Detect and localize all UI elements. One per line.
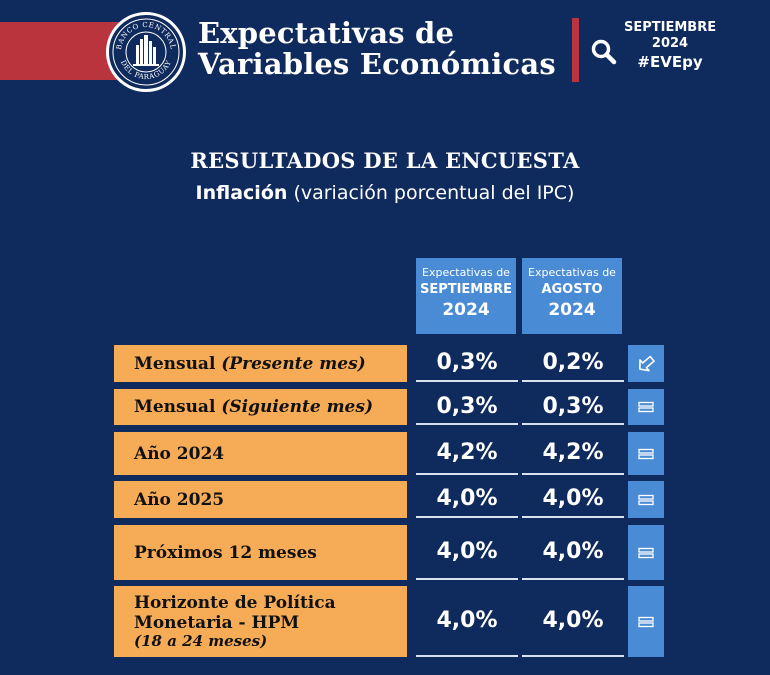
value-september: 4,2% bbox=[416, 432, 518, 475]
row-label-line-2: Monetaria - HPM bbox=[134, 613, 300, 633]
edition-month: SEPTIEMBRE bbox=[624, 20, 717, 35]
equal-icon bbox=[638, 547, 654, 558]
row-label-text: Mensual bbox=[134, 397, 222, 417]
row-label: Próximos 12 meses bbox=[114, 525, 407, 580]
value-august: 4,0% bbox=[522, 586, 624, 657]
subtitle-bold: Inflación bbox=[195, 182, 288, 204]
value-september: 4,0% bbox=[416, 481, 518, 518]
row-label: Horizonte de Política Monetaria - HPM (1… bbox=[114, 586, 407, 657]
header-divider bbox=[572, 18, 579, 82]
trend-indicator bbox=[628, 586, 664, 657]
row-label: Año 2025 bbox=[114, 481, 407, 518]
value-august: 0,2% bbox=[522, 345, 624, 382]
header-red-band bbox=[0, 22, 120, 80]
value-september: 0,3% bbox=[416, 389, 518, 425]
equal-icon bbox=[638, 494, 654, 505]
trend-indicator bbox=[628, 389, 664, 425]
hashtag: #EVEpy bbox=[637, 53, 703, 71]
row-label-line-1: Horizonte de Política bbox=[134, 593, 336, 613]
subtitle-rest: (variación porcentual del IPC) bbox=[287, 182, 575, 204]
column-header-year: 2024 bbox=[548, 300, 596, 320]
equal-icon bbox=[638, 616, 654, 627]
section-title: RESULTADOS DE LA ENCUESTA bbox=[190, 148, 580, 173]
row-label-text: Año 2024 bbox=[134, 443, 225, 464]
edition-info: SEPTIEMBRE 2024 #EVEpy bbox=[624, 20, 716, 73]
arrow-down-left-icon bbox=[639, 355, 655, 371]
row-label-note: (18 a 24 meses) bbox=[134, 632, 268, 650]
row-label: Año 2024 bbox=[114, 432, 407, 475]
value-august: 4,0% bbox=[522, 525, 624, 580]
row-label-text: Mensual bbox=[134, 353, 222, 374]
row-label: Mensual (Presente mes) bbox=[114, 345, 407, 382]
value-september: 0,3% bbox=[416, 345, 518, 382]
value-august: 4,2% bbox=[522, 432, 624, 475]
search-icon bbox=[591, 39, 617, 65]
row-label-italic: (Presente mes) bbox=[221, 353, 366, 374]
trend-indicator bbox=[628, 345, 664, 382]
column-header-month: AGOSTO bbox=[541, 282, 603, 297]
trend-indicator bbox=[628, 481, 664, 518]
title-line-1: Expectativas de bbox=[198, 16, 455, 50]
row-label: Mensual (Siguiente mes) bbox=[114, 389, 407, 425]
bank-seal-logo: BANCO CENTRAL DEL PARAGUAY bbox=[106, 12, 186, 92]
page-title: Expectativas de Variables Económicas bbox=[198, 18, 556, 80]
column-header-year: 2024 bbox=[442, 300, 490, 320]
row-label-text: Próximos 12 meses bbox=[134, 542, 317, 563]
section-subtitle: Inflación (variación porcentual del IPC) bbox=[0, 182, 770, 204]
column-header-caption: Expectativas de bbox=[422, 266, 510, 279]
equal-icon bbox=[638, 401, 654, 413]
row-label-italic: (Siguiente mes) bbox=[221, 397, 373, 417]
column-header-august: Expectativas de AGOSTO 2024 bbox=[522, 258, 622, 334]
trend-indicator bbox=[628, 432, 664, 475]
title-line-2: Variables Económicas bbox=[198, 47, 556, 81]
row-label-text: Año 2025 bbox=[134, 489, 225, 510]
value-august: 4,0% bbox=[522, 481, 624, 518]
value-august: 0,3% bbox=[522, 389, 624, 425]
column-header-caption: Expectativas de bbox=[528, 266, 616, 279]
equal-icon bbox=[638, 448, 654, 459]
trend-indicator bbox=[628, 525, 664, 580]
column-header-september: Expectativas de SEPTIEMBRE 2024 bbox=[416, 258, 516, 334]
column-header-month: SEPTIEMBRE bbox=[419, 282, 513, 297]
value-september: 4,0% bbox=[416, 525, 518, 580]
header: BANCO CENTRAL DEL PARAGUAY Expectativas … bbox=[0, 0, 770, 100]
edition-year: 2024 bbox=[651, 36, 689, 51]
value-september: 4,0% bbox=[416, 586, 518, 657]
